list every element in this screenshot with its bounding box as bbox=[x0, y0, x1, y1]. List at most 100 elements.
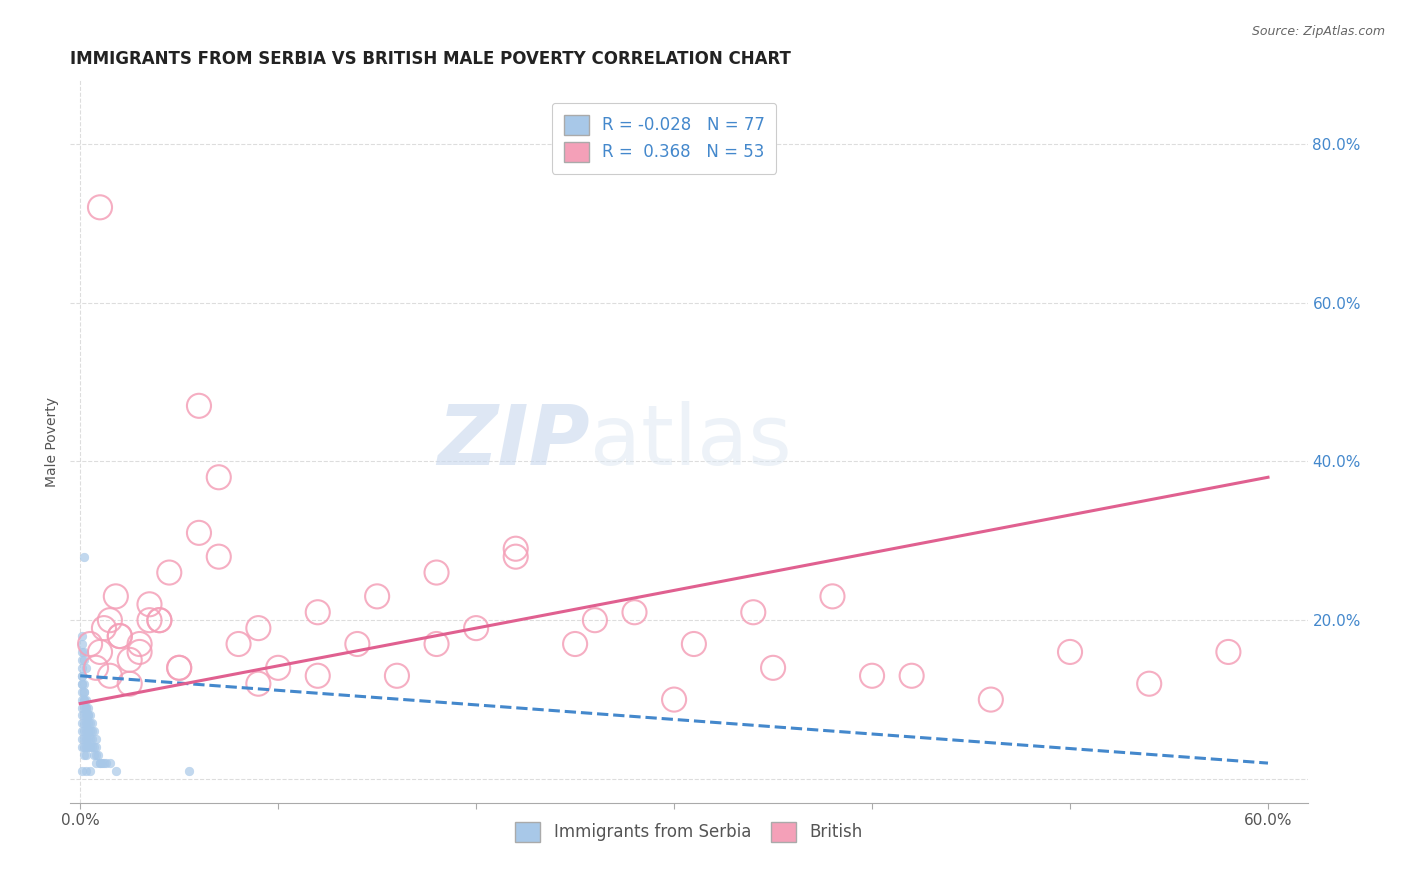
Text: atlas: atlas bbox=[591, 401, 792, 482]
Point bbox=[623, 605, 645, 619]
Point bbox=[425, 566, 447, 580]
Point bbox=[77, 708, 100, 723]
Point bbox=[70, 740, 93, 755]
Point bbox=[70, 669, 93, 683]
Point bbox=[79, 716, 101, 731]
Point bbox=[80, 732, 103, 747]
Point bbox=[70, 708, 93, 723]
Point bbox=[75, 740, 97, 755]
Point bbox=[77, 708, 100, 723]
Point bbox=[73, 692, 96, 706]
Point bbox=[465, 621, 488, 635]
Point bbox=[167, 661, 190, 675]
Point bbox=[93, 621, 115, 635]
Point bbox=[70, 700, 93, 714]
Point bbox=[75, 700, 97, 714]
Point bbox=[128, 637, 150, 651]
Point bbox=[73, 645, 96, 659]
Point bbox=[79, 724, 101, 739]
Point bbox=[208, 470, 231, 484]
Point bbox=[138, 597, 160, 611]
Point bbox=[77, 724, 100, 739]
Point bbox=[821, 590, 844, 604]
Point bbox=[70, 716, 93, 731]
Point bbox=[73, 684, 96, 698]
Point bbox=[94, 756, 117, 770]
Point bbox=[900, 669, 922, 683]
Point bbox=[75, 661, 97, 675]
Point bbox=[83, 724, 105, 739]
Point bbox=[104, 590, 127, 604]
Point bbox=[980, 692, 1002, 706]
Point bbox=[70, 724, 93, 739]
Point bbox=[104, 764, 127, 778]
Point bbox=[77, 732, 100, 747]
Point bbox=[79, 637, 101, 651]
Point bbox=[683, 637, 706, 651]
Legend: Immigrants from Serbia, British: Immigrants from Serbia, British bbox=[509, 815, 869, 848]
Point bbox=[75, 748, 97, 763]
Point bbox=[98, 613, 121, 627]
Point bbox=[84, 756, 107, 770]
Point bbox=[564, 637, 586, 651]
Point bbox=[177, 764, 200, 778]
Point bbox=[98, 669, 121, 683]
Point bbox=[583, 613, 606, 627]
Point bbox=[73, 716, 96, 731]
Point bbox=[79, 764, 101, 778]
Point bbox=[138, 613, 160, 627]
Point bbox=[75, 724, 97, 739]
Point bbox=[70, 692, 93, 706]
Point bbox=[80, 740, 103, 755]
Point bbox=[70, 629, 93, 643]
Point bbox=[89, 200, 111, 214]
Point bbox=[84, 661, 107, 675]
Point bbox=[84, 740, 107, 755]
Point bbox=[84, 732, 107, 747]
Point bbox=[93, 756, 115, 770]
Point bbox=[73, 676, 96, 690]
Point bbox=[307, 669, 329, 683]
Point bbox=[77, 740, 100, 755]
Point bbox=[118, 676, 141, 690]
Point bbox=[157, 566, 180, 580]
Point bbox=[70, 676, 93, 690]
Point bbox=[1059, 645, 1081, 659]
Point bbox=[79, 732, 101, 747]
Point bbox=[84, 748, 107, 763]
Point bbox=[247, 676, 270, 690]
Point bbox=[77, 700, 100, 714]
Point bbox=[1218, 645, 1240, 659]
Point bbox=[762, 661, 785, 675]
Point bbox=[89, 756, 111, 770]
Point bbox=[425, 637, 447, 651]
Point bbox=[75, 764, 97, 778]
Point bbox=[89, 756, 111, 770]
Point bbox=[118, 653, 141, 667]
Text: ZIP: ZIP bbox=[437, 401, 591, 482]
Point bbox=[148, 613, 170, 627]
Point bbox=[73, 740, 96, 755]
Point bbox=[267, 661, 290, 675]
Point bbox=[79, 740, 101, 755]
Point bbox=[505, 541, 527, 556]
Point bbox=[75, 732, 97, 747]
Point bbox=[98, 756, 121, 770]
Point bbox=[385, 669, 408, 683]
Point bbox=[75, 700, 97, 714]
Text: Source: ZipAtlas.com: Source: ZipAtlas.com bbox=[1251, 25, 1385, 38]
Point bbox=[77, 716, 100, 731]
Point bbox=[87, 748, 110, 763]
Point bbox=[188, 399, 211, 413]
Point bbox=[128, 645, 150, 659]
Point bbox=[73, 653, 96, 667]
Point bbox=[742, 605, 765, 619]
Point bbox=[70, 732, 93, 747]
Point bbox=[228, 637, 250, 651]
Point bbox=[80, 716, 103, 731]
Point bbox=[505, 549, 527, 564]
Point bbox=[167, 661, 190, 675]
Point bbox=[208, 549, 231, 564]
Point bbox=[75, 716, 97, 731]
Point bbox=[247, 621, 270, 635]
